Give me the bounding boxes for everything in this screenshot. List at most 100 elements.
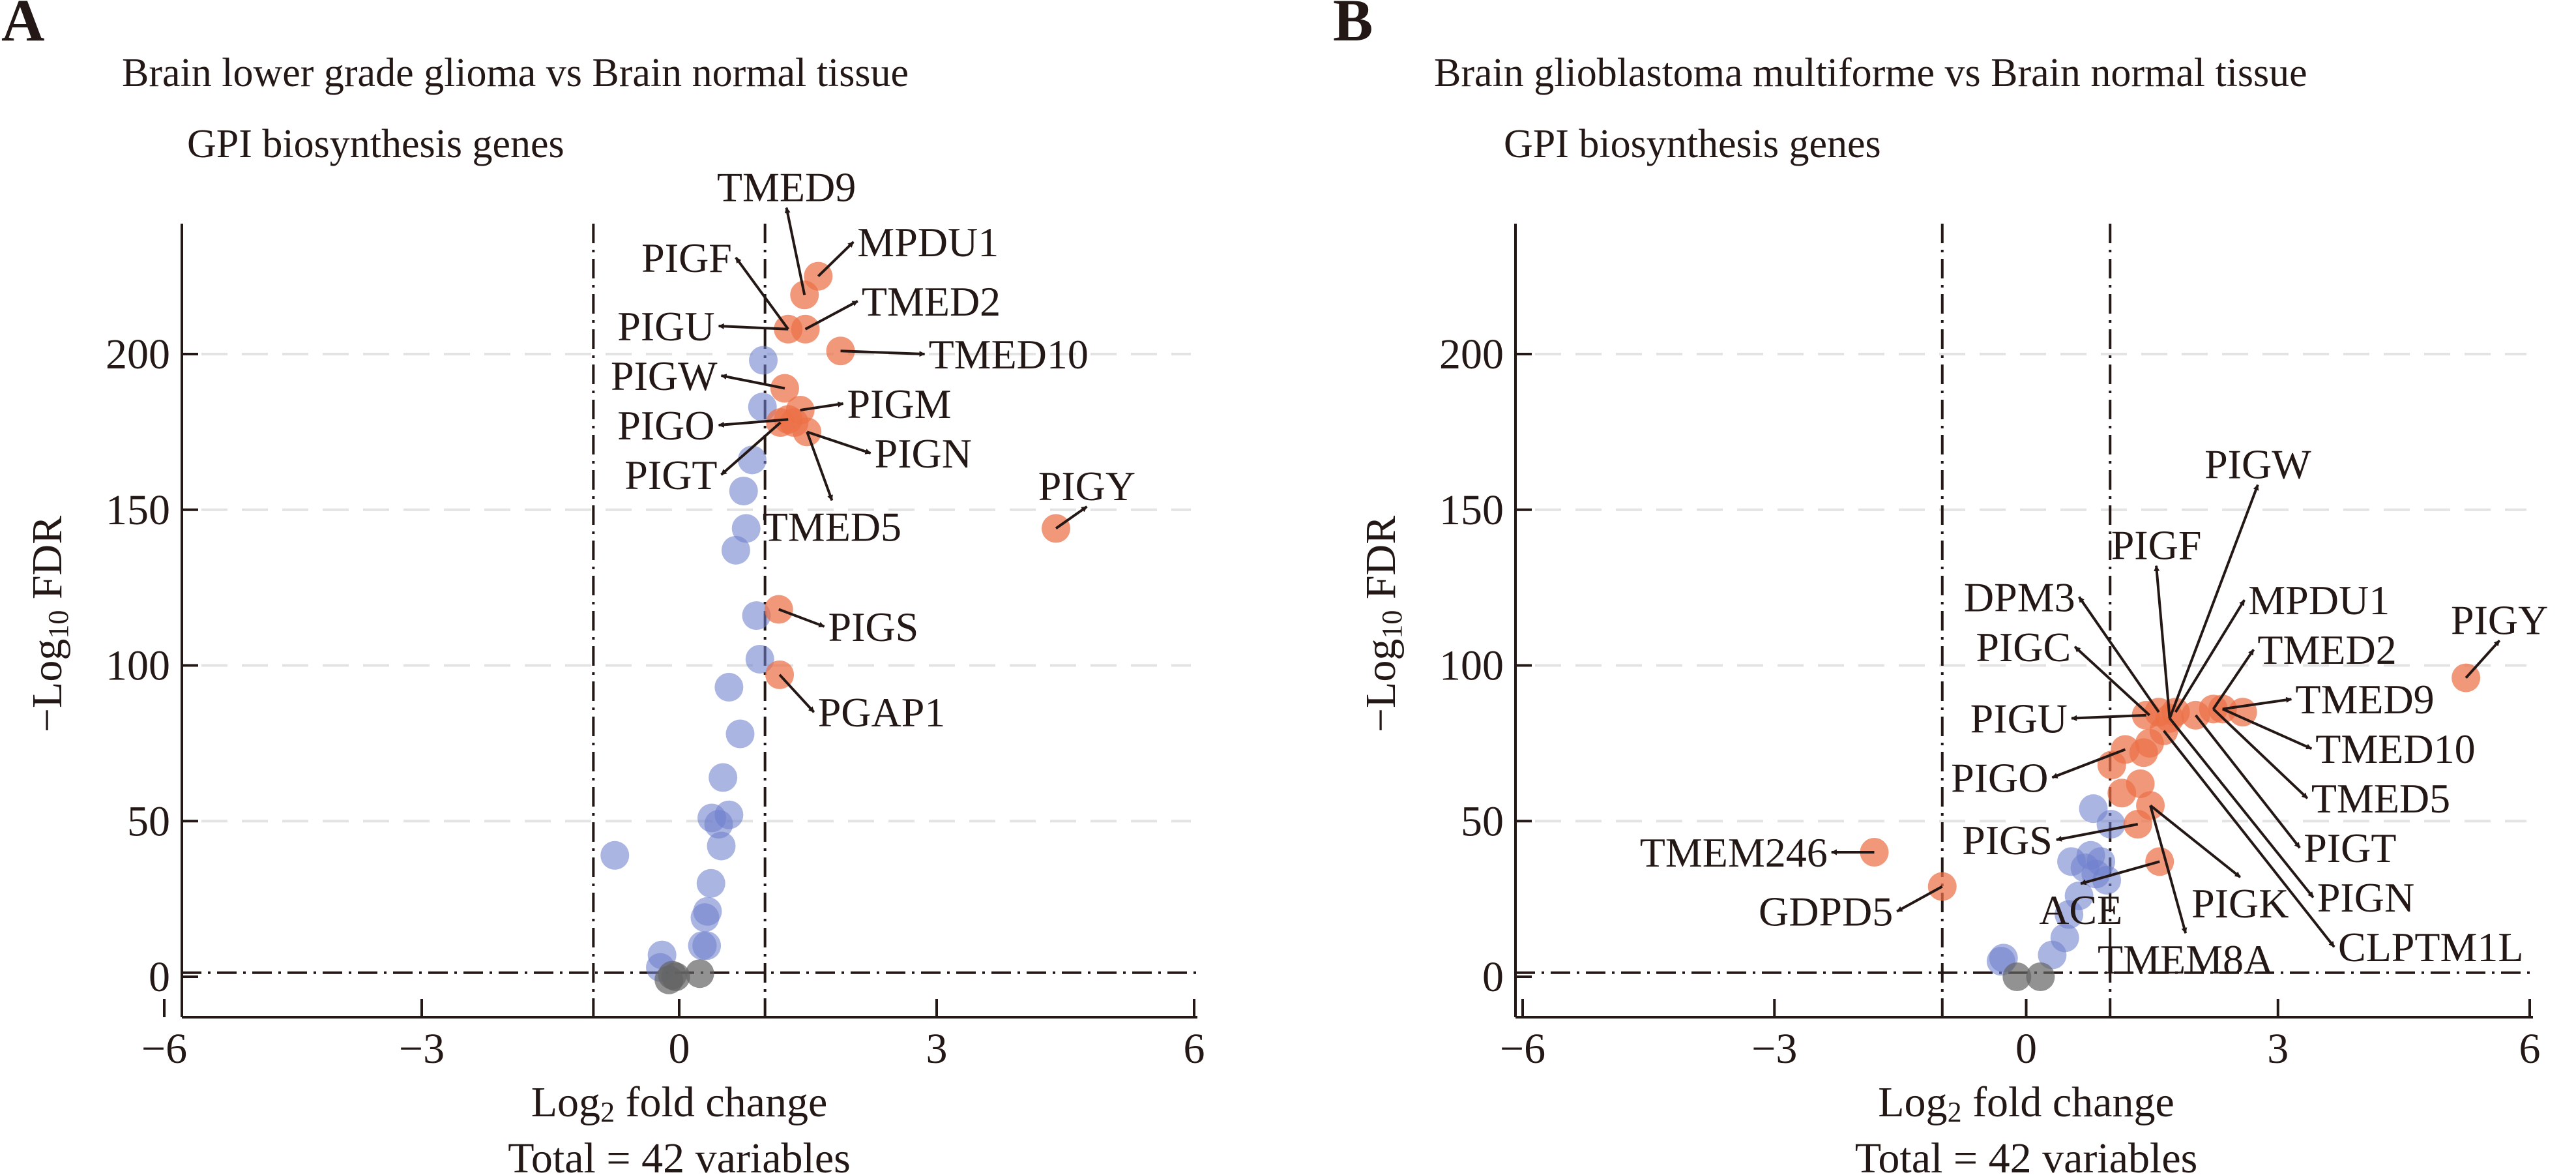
annotation-arrow: [2149, 805, 2188, 934]
gene-label: GDPD5: [1759, 889, 1893, 935]
x-axis-label-main: Log: [531, 1078, 600, 1126]
gene-label: PIGM: [847, 381, 951, 427]
y-axis-label-rest: FDR: [23, 516, 71, 610]
data-point-sig: [690, 903, 720, 932]
annotation-arrow: [778, 608, 825, 628]
annotation-arrow: [718, 323, 789, 331]
y-tick-label: 0: [1482, 953, 1504, 1001]
data-point-sig: [749, 346, 778, 375]
data-point-sig: [2038, 940, 2067, 970]
y-tick-label: 150: [106, 486, 170, 534]
caption: Total = 42 variables: [508, 1135, 851, 1175]
x-tick-label: −6: [141, 1025, 187, 1073]
data-point-sig: [745, 644, 774, 674]
gene-label: PIGO: [617, 402, 714, 449]
data-point-sig: [707, 831, 736, 861]
annotation-arrow: [2212, 707, 2309, 799]
x-tick-label: −3: [399, 1025, 445, 1073]
annotation-arrow: [840, 350, 926, 357]
data-point-sig: [742, 601, 771, 631]
y-tick-label: 0: [149, 953, 170, 1001]
annotation-arrow: [806, 431, 834, 501]
x-tick-label: 3: [926, 1025, 948, 1073]
y-axis-label-sub: 10: [42, 610, 74, 639]
gene-label: PIGW: [2204, 441, 2311, 488]
data-point-sig: [721, 535, 750, 565]
chart-subtitle: GPI biosynthesis genes: [187, 122, 564, 166]
gene-label: TMED2: [2257, 627, 2396, 673]
annotation-arrow: [2169, 717, 2315, 899]
gene-label: TMED9: [717, 164, 856, 211]
annotation-arrow: [1896, 885, 1943, 913]
y-axis-label-rest: FDR: [1357, 516, 1405, 610]
data-point-sig: [725, 719, 755, 749]
annotation-arrow: [2154, 565, 2171, 719]
gene-label: TMEM246: [1640, 829, 1828, 876]
data-point-sig: [696, 869, 725, 898]
gene-label: PIGF: [641, 235, 732, 281]
annotation-arrow: [2055, 823, 2139, 842]
data-point-sig: [731, 514, 761, 543]
gene-label: CLPTM1L: [2338, 924, 2523, 970]
gene-label: TMEM8A: [2098, 936, 2274, 983]
data-point-sig: [729, 477, 758, 506]
annotation-arrow: [800, 401, 844, 411]
annotation-arrow: [2163, 730, 2335, 948]
annotation-arrow: [720, 374, 785, 390]
y-axis-label: −Log10 FDR: [23, 516, 74, 732]
data-point-sig: [600, 840, 630, 870]
gene-label: PIGU: [617, 303, 714, 350]
gene-label: TMED10: [929, 331, 1089, 378]
annotation-arrow: [2149, 804, 2242, 878]
annotation-arrow: [2073, 646, 2151, 717]
gene-label: PIGO: [1951, 754, 2048, 801]
data-point-up: [2126, 769, 2155, 798]
gene-label: PGAP1: [818, 689, 946, 736]
annotation-arrow: [2465, 639, 2501, 679]
panel-b: B Brain glioblastoma multiforme vs Brain …: [1333, 0, 2548, 1175]
annotation-arrow: [2168, 484, 2259, 719]
annotation-arrow: [2222, 696, 2292, 711]
x-axis-label-main: Log: [1878, 1078, 1947, 1126]
x-axis-label-rest: fold change: [615, 1078, 827, 1126]
y-tick-label: 200: [106, 331, 170, 378]
y-axis-label: −Log10 FDR: [1357, 516, 1408, 732]
annotation-arrow: [804, 300, 858, 331]
gene-label: TMED5: [763, 503, 901, 550]
gene-label: MPDU1: [857, 219, 999, 265]
gene-label: ACE: [2039, 887, 2122, 933]
annotation-arrow: [806, 430, 871, 454]
chart-subtitle: GPI biosynthesis genes: [1504, 122, 1881, 166]
data-point-ns: [2002, 962, 2032, 991]
annotation-arrow: [1055, 505, 1088, 530]
gene-label: PIGK: [2191, 880, 2289, 927]
x-axis-label-rest: fold change: [1962, 1078, 2174, 1126]
annotation-arrow: [2080, 860, 2160, 885]
data-point-sig: [714, 672, 744, 702]
annotation-arrow: [817, 241, 855, 278]
x-tick-label: −3: [1751, 1025, 1797, 1073]
gene-label: PIGT: [2304, 825, 2396, 871]
annotation-arrow: [718, 418, 789, 428]
data-point-ns: [685, 959, 714, 989]
annotation-arrow: [2221, 707, 2313, 751]
gene-label: PIGS: [828, 604, 919, 650]
chart-title: Brain lower grade glioma vs Brain normal…: [122, 51, 909, 95]
gene-label: TMED5: [2311, 775, 2450, 822]
gene-label: PIGC: [1976, 624, 2071, 670]
gene-label: TMED9: [2295, 676, 2434, 722]
gene-label: PIGS: [1962, 817, 2053, 863]
x-tick-label: −6: [1500, 1025, 1545, 1073]
annotation-arrow: [2195, 714, 2301, 849]
y-tick-label: 50: [1461, 797, 1504, 845]
x-axis-label: Log2 fold change: [1878, 1078, 2174, 1128]
y-tick-label: 50: [127, 797, 170, 845]
x-axis-label: Log2 fold change: [531, 1078, 828, 1128]
caption: Total = 42 variables: [1855, 1135, 2198, 1175]
y-tick-label: 150: [1439, 486, 1504, 534]
annotation-arrow: [2174, 599, 2246, 713]
data-point-sig: [704, 810, 733, 839]
y-tick-label: 100: [106, 642, 170, 690]
y-axis-label-main: −Log: [23, 639, 71, 733]
panel-letter: A: [1, 0, 44, 53]
